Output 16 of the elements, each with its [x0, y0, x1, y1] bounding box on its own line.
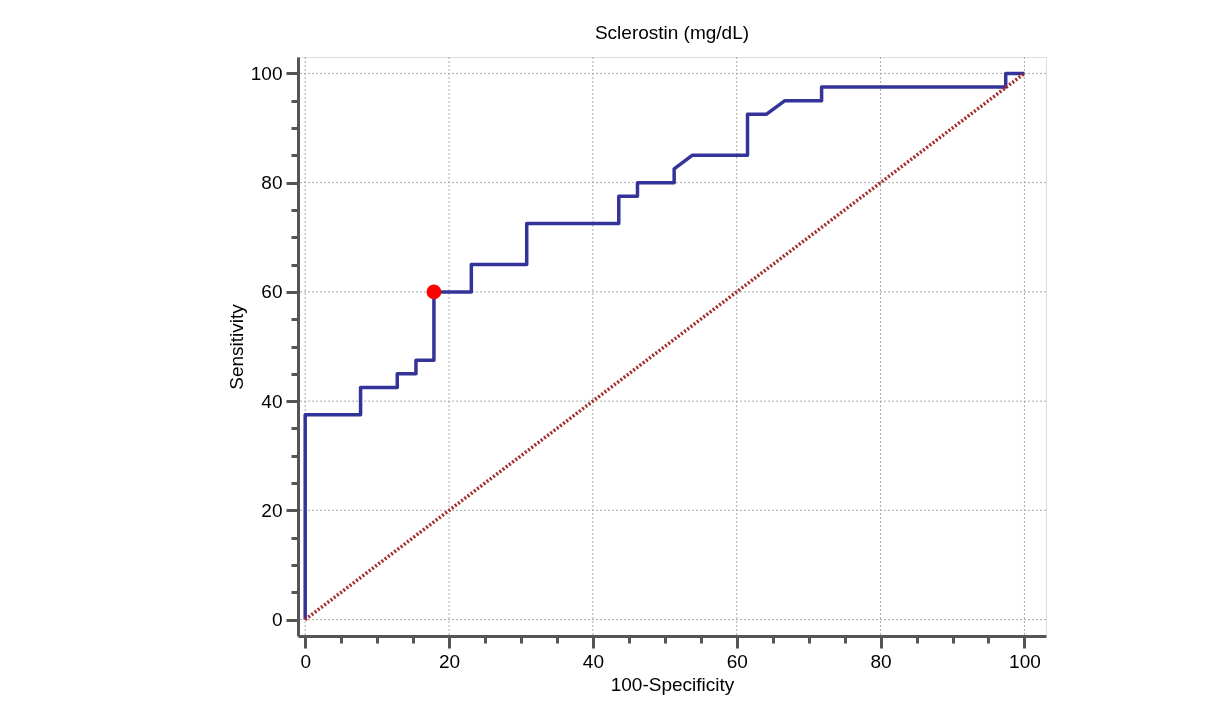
- x-tick-label: 40: [582, 650, 604, 672]
- y-tick-label: 20: [261, 499, 283, 521]
- x-tick-label: 100: [1009, 650, 1041, 672]
- y-tick-label: 60: [261, 281, 283, 303]
- y-tick-label: 40: [261, 390, 283, 412]
- x-axis-title: 100-Specificity: [610, 673, 735, 695]
- line-series: [303, 71, 1027, 622]
- x-tick-label: 0: [300, 650, 311, 672]
- y-tick-label: 100: [250, 62, 283, 84]
- chart-title: Sclerostin (mg/dL): [594, 21, 750, 43]
- x-tick-label: 80: [870, 650, 892, 672]
- x-tick-label: 60: [726, 650, 748, 672]
- y-tick-label: 80: [261, 172, 283, 194]
- x-tick-label: 20: [438, 650, 461, 672]
- y-axis-title: Sensitivity: [225, 303, 247, 390]
- y-tick-label: 0: [271, 609, 283, 631]
